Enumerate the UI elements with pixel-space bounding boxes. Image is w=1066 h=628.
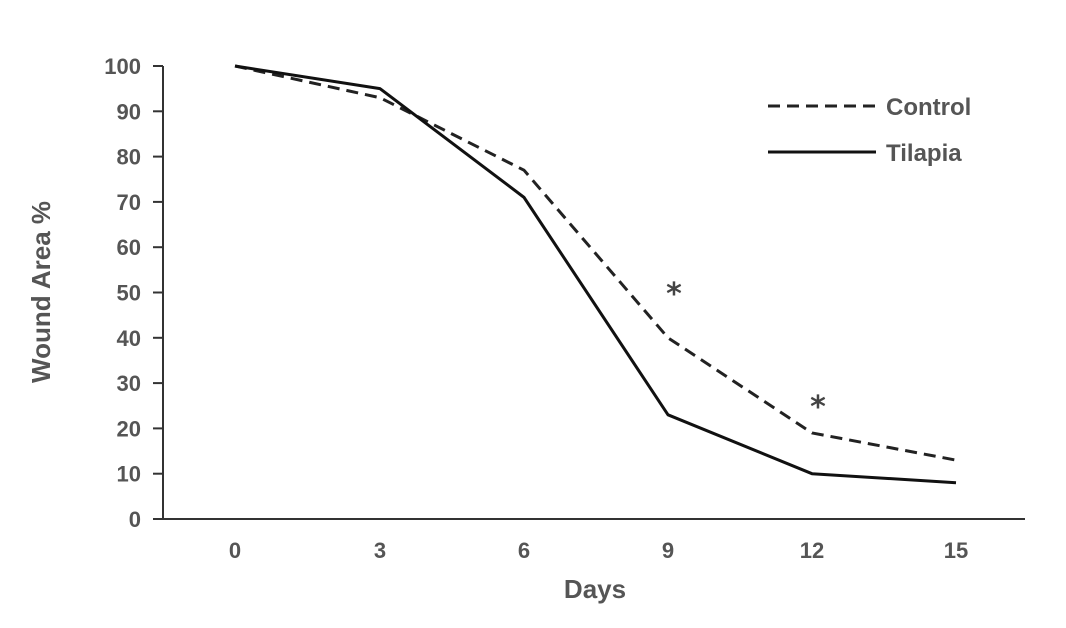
series-layer [234, 64, 957, 485]
significance-marker: * [666, 277, 682, 312]
y-tick-label: 50 [117, 281, 141, 306]
significance-marker: * [810, 390, 826, 425]
y-tick-label: 0 [129, 507, 141, 532]
x-axis-title: Days [564, 574, 626, 604]
y-tick-label: 30 [117, 371, 141, 396]
y-tick-label: 40 [117, 326, 141, 351]
series-line-tilapia [234, 64, 957, 485]
legend-label-tilapia: Tilapia [886, 140, 962, 167]
x-tick-label: 15 [944, 538, 968, 563]
legend-label-control: Control [886, 94, 971, 121]
y-tick-label: 10 [117, 462, 141, 487]
series-line-control [234, 64, 957, 462]
y-tick-label: 60 [117, 235, 141, 260]
x-tick-label: 0 [229, 538, 241, 563]
axes: 0 10 20 30 40 50 60 70 80 90 100 0 3 6 9 12 15 [104, 54, 1025, 563]
x-tick-label: 12 [800, 538, 824, 563]
y-tick-label: 80 [117, 145, 141, 170]
y-axis-title: Wound Area % [26, 201, 56, 383]
x-tick-label: 9 [662, 538, 674, 563]
legend: Control Tilapia [768, 94, 971, 167]
x-tick-label: 6 [518, 538, 530, 563]
annotation-layer: ** [666, 277, 826, 425]
y-tick-label: 90 [117, 99, 141, 124]
y-tick-label: 70 [117, 190, 141, 215]
x-tick-label: 3 [374, 538, 386, 563]
y-tick-label: 20 [117, 416, 141, 441]
y-tick-label: 100 [104, 54, 141, 79]
